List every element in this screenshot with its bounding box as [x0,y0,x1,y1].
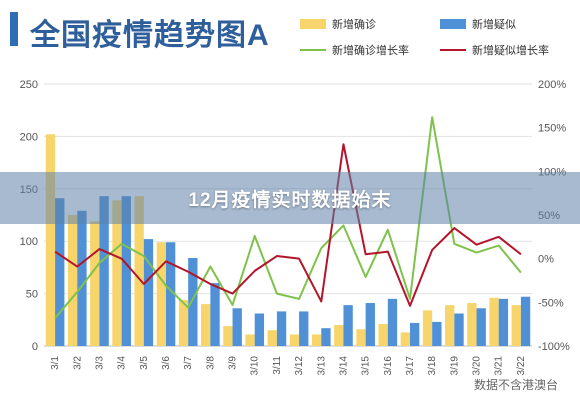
bar-suspected [432,321,442,346]
bar-confirmed [467,303,477,346]
bar-suspected [365,303,375,346]
legend-label-suspected-growth: 新增疑似增长率 [472,45,549,57]
bar-confirmed [445,305,455,346]
source-note: 数据不含港澳台 [473,378,558,392]
x-tick-label: 3/6 [161,356,172,370]
x-tick-label: 3/17 [405,356,416,376]
y-right-tick-label: -100% [538,341,570,353]
bar-confirmed [289,334,300,346]
bar-confirmed [378,323,388,346]
bar-confirmed [67,215,78,346]
bar-suspected [276,311,287,346]
x-tick-label: 3/21 [494,356,505,376]
bar-suspected [210,283,220,346]
bar-confirmed [245,334,255,346]
legend-swatch-suspected [440,19,466,29]
x-tick-label: 3/13 [316,356,327,376]
bar-confirmed [400,332,410,346]
bar-suspected [232,308,242,346]
bar-confirmed [90,221,100,346]
bar-suspected [77,210,87,346]
bar-suspected [476,308,486,346]
bar-confirmed [45,134,56,346]
bar-confirmed [134,196,144,346]
chart-title: 全国疫情趋势图A [30,19,270,52]
x-tick-label: 3/22 [516,356,527,376]
y-left-tick-label: 50 [26,289,38,301]
bar-confirmed [156,242,166,346]
x-tick-label: 3/7 [183,356,194,370]
bar-suspected [387,298,398,346]
bar-suspected [321,328,331,346]
y-right-tick-label: 150% [538,123,566,135]
y-left-tick-label: 200 [20,131,38,143]
y-right-tick-label: 0% [538,254,554,266]
x-tick-label: 3/20 [472,356,483,376]
x-tick-label: 3/19 [449,356,460,376]
legend-label-confirmed-growth: 新增确诊增长率 [332,45,409,57]
legend-item-suspected: 新增疑似 [440,16,516,32]
legend-item-confirmed: 新增确诊 [300,16,376,32]
bar-suspected [143,239,154,346]
x-tick-label: 3/8 [205,356,216,370]
bar-suspected [454,313,464,346]
bar-suspected [299,311,309,346]
banner-overlay: 12月疫情实时数据始末 [0,172,580,224]
x-tick-label: 3/15 [361,356,372,376]
bar-confirmed [112,200,122,346]
bar-confirmed [489,297,499,346]
legend: 新增确诊 新增疑似 新增确诊增长率 新增疑似增长率 [300,12,575,62]
x-tick-label: 3/2 [72,356,83,370]
bar-confirmed [267,330,277,346]
y-left-tick-label: 250 [20,79,38,91]
bar-confirmed [422,310,433,346]
y-right-tick-label: 200% [538,79,566,91]
bar-suspected [166,242,176,346]
y-right-tick-label: -50% [538,297,564,309]
bar-confirmed [311,334,322,346]
x-tick-label: 3/3 [94,356,105,370]
bar-confirmed [334,325,344,346]
bar-suspected [343,305,353,346]
x-tick-label: 3/1 [50,356,61,370]
x-tick-label: 3/18 [427,356,438,376]
legend-item-confirmed-growth: 新增确诊增长率 [300,42,409,58]
bar-confirmed [201,304,211,346]
legend-swatch-confirmed-growth [300,49,326,51]
banner-text: 12月疫情实时数据始末 [188,189,392,211]
line-suspected-growth [54,143,522,307]
bar-suspected [188,257,198,346]
legend-label-confirmed: 新增确诊 [332,19,376,31]
x-tick-label: 3/5 [139,356,150,370]
x-tick-label: 3/11 [272,356,283,375]
x-tick-label: 3/10 [250,356,261,376]
legend-label-suspected: 新增疑似 [472,19,516,31]
bar-confirmed [511,305,521,346]
bar-suspected [498,298,509,346]
legend-item-suspected-growth: 新增疑似增长率 [440,42,549,58]
legend-swatch-suspected-growth [440,49,466,51]
bar-suspected [55,198,65,346]
x-tick-label: 3/12 [294,356,305,376]
title-accent-bar [10,12,18,46]
bar-confirmed [356,329,366,346]
bar-confirmed [223,326,233,346]
bar-suspected [121,196,131,346]
y-left-tick-label: 100 [20,236,38,248]
x-tick-label: 3/4 [117,356,128,370]
bar-confirmed [178,299,189,346]
legend-swatch-confirmed [300,19,326,29]
x-tick-label: 3/14 [338,356,349,376]
bar-suspected [254,313,265,346]
bar-suspected [99,196,109,346]
x-tick-label: 3/9 [228,356,239,370]
y-left-tick-label: 0 [32,341,38,353]
x-tick-label: 3/16 [383,356,394,376]
bar-suspected [410,322,420,346]
bar-suspected [520,296,531,346]
